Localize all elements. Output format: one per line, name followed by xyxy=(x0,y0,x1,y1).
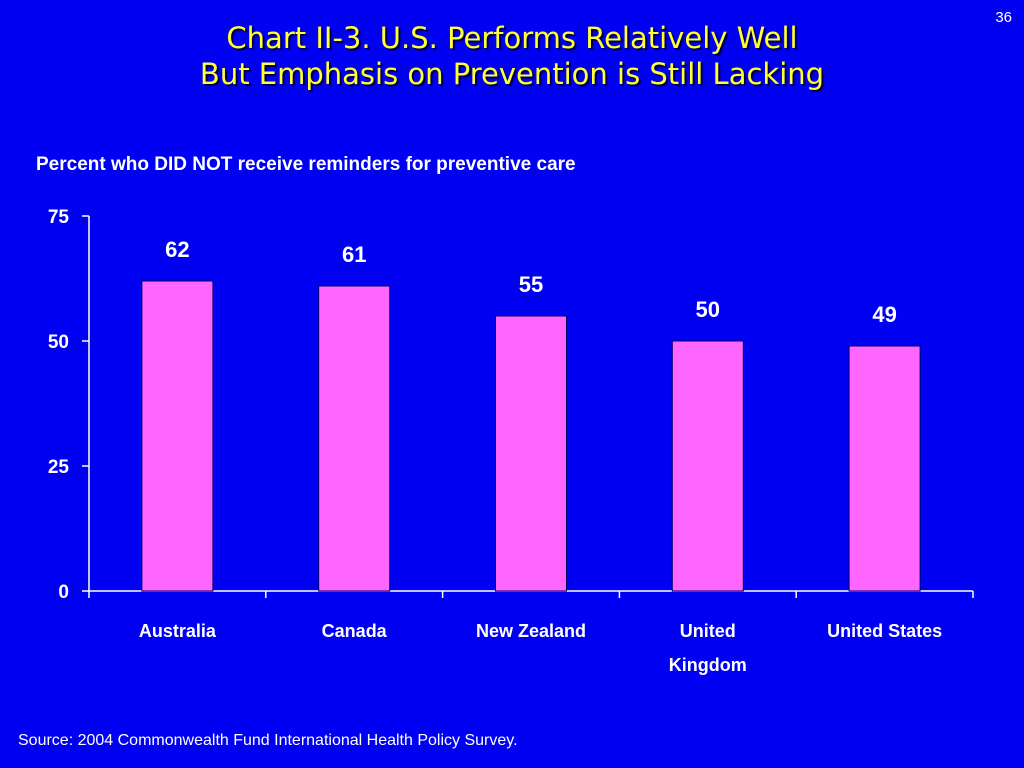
page-number: 36 xyxy=(995,9,1012,26)
category-label: Canada xyxy=(322,621,388,641)
y-tick-label: 0 xyxy=(58,582,69,603)
data-label: 49 xyxy=(872,302,896,327)
bar xyxy=(141,280,214,592)
data-label: 55 xyxy=(519,272,543,297)
data-label: 50 xyxy=(696,297,720,322)
category-label: New Zealand xyxy=(476,621,586,641)
y-tick-label: 75 xyxy=(48,207,70,228)
category-label: Kingdom xyxy=(669,655,747,675)
chart-title: Percent who DID NOT receive reminders fo… xyxy=(36,154,576,175)
bar xyxy=(671,340,744,592)
data-label: 61 xyxy=(342,242,366,267)
y-tick-label: 25 xyxy=(48,457,70,478)
title-line-1: Chart II-3. U.S. Performs Relatively Wel… xyxy=(226,21,798,55)
slide-title: Chart II-3. U.S. Performs Relatively Wel… xyxy=(0,20,1024,92)
source-note: Source: 2004 Commonwealth Fund Internati… xyxy=(18,732,518,749)
y-tick-label: 50 xyxy=(48,332,69,353)
bar xyxy=(318,285,391,592)
bar xyxy=(495,315,567,592)
title-line-2: But Emphasis on Prevention is Still Lack… xyxy=(199,57,825,91)
category-label: Australia xyxy=(139,621,217,641)
category-label: United States xyxy=(827,621,942,641)
category-label: United xyxy=(680,621,736,641)
data-label: 62 xyxy=(165,237,189,262)
bar xyxy=(848,345,921,592)
